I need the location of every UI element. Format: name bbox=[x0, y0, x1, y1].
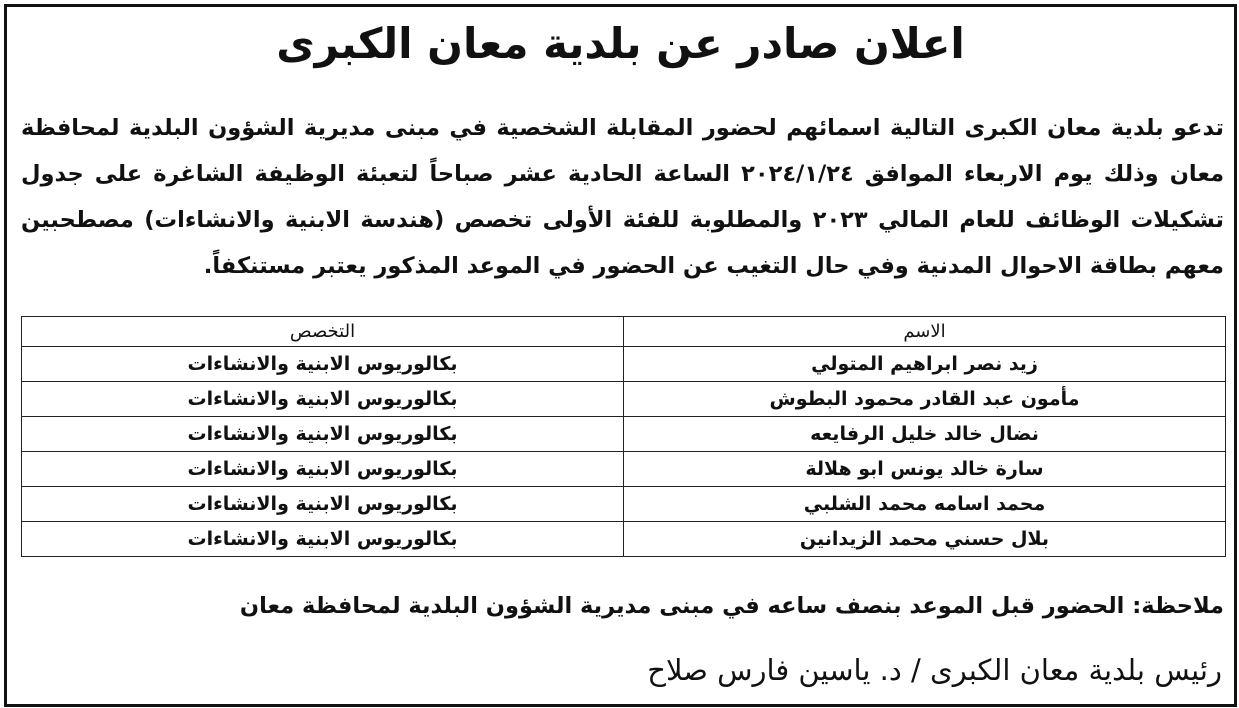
candidate-specialty: بكالوريوس الابنية والانشاءات bbox=[21, 416, 624, 452]
table-header-row: الاسم التخصص bbox=[21, 316, 1226, 347]
candidates-table: الاسم التخصص زيد نصر ابراهيم المتولي بكال… bbox=[21, 316, 1226, 557]
body-line: تدعو بلدية معان الكبرى التالية اسمائهم ل… bbox=[21, 115, 1224, 141]
candidate-name: نضال خالد خليل الرفايعه bbox=[623, 416, 1226, 452]
table-row: محمد اسامه محمد الشلبي بكالوريوس الابنية … bbox=[21, 486, 1226, 522]
candidate-name: بلال حسني محمد الزيدانين bbox=[623, 521, 1226, 557]
candidate-name: مأمون عبد القادر محمود البطوش bbox=[623, 381, 1226, 417]
table-row: مأمون عبد القادر محمود البطوش بكالوريوس ا… bbox=[21, 381, 1226, 417]
table-row: سارة خالد يونس ابو هلالة بكالوريوس الابني… bbox=[21, 451, 1226, 487]
body-line: معان وذلك يوم الاربعاء الموافق ٢٠٢٤/١/٢٤… bbox=[21, 161, 1225, 187]
candidate-name: سارة خالد يونس ابو هلالة bbox=[623, 451, 1226, 487]
body-line: معهم بطاقة الاحوال المدنية وفي حال التغي… bbox=[203, 253, 1224, 279]
candidate-name: زيد نصر ابراهيم المتولي bbox=[623, 346, 1226, 382]
table-row: بلال حسني محمد الزيدانين بكالوريوس الابني… bbox=[21, 521, 1226, 557]
candidate-specialty: بكالوريوس الابنية والانشاءات bbox=[21, 521, 624, 557]
table-row: زيد نصر ابراهيم المتولي بكالوريوس الابنية… bbox=[21, 346, 1226, 382]
candidate-specialty: بكالوريوس الابنية والانشاءات bbox=[21, 486, 624, 522]
announcement-body: تدعو بلدية معان الكبرى التالية اسمائهم ل… bbox=[21, 105, 1224, 289]
candidate-specialty: بكالوريوس الابنية والانشاءات bbox=[21, 381, 624, 417]
announcement: اعلان صادر عن بلدية معان الكبرى تدعو بلد… bbox=[4, 4, 1237, 707]
table-row: نضال خالد خليل الرفايعه بكالوريوس الابنية… bbox=[21, 416, 1226, 452]
announcement-title: اعلان صادر عن بلدية معان الكبرى bbox=[276, 19, 965, 68]
signature: رئيس بلدية معان الكبرى / د. ياسين فارس ص… bbox=[647, 653, 1222, 687]
header-specialty: التخصص bbox=[21, 316, 624, 347]
note: ملاحظة: الحضور قبل الموعد بنصف ساعه في م… bbox=[239, 593, 1224, 619]
body-line: تشكيلات الوظائف للعام المالي ٢٠٢٣ والمطل… bbox=[21, 207, 1224, 233]
candidate-specialty: بكالوريوس الابنية والانشاءات bbox=[21, 346, 624, 382]
candidate-name: محمد اسامه محمد الشلبي bbox=[623, 486, 1226, 522]
header-name: الاسم bbox=[623, 316, 1226, 347]
candidate-specialty: بكالوريوس الابنية والانشاءات bbox=[21, 451, 624, 487]
